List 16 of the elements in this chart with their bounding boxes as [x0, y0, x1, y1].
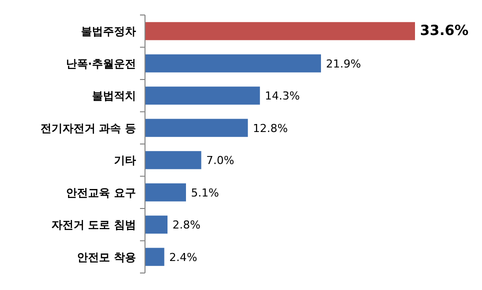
y-tick-label: 불법적치: [92, 90, 136, 103]
data-label: 2.8%: [172, 218, 200, 232]
y-tick-label: 난폭·추월운전: [66, 57, 136, 70]
data-label: 12.8%: [252, 122, 288, 135]
data-label: 7.0%: [206, 154, 234, 168]
data-label: 14.3%: [264, 90, 300, 103]
y-tick-label: 안전교육 요구: [66, 186, 136, 200]
y-tick-label: 불법주정차: [81, 25, 136, 38]
data-label: 33.6%: [420, 23, 469, 40]
data-label: 21.9%: [326, 57, 361, 70]
data-label: 5.1%: [190, 186, 219, 200]
y-tick-label: 안전모 착용: [77, 250, 136, 264]
y-tick-label: 자전거 도로 침범: [51, 218, 136, 232]
y-tick-label: 기타: [114, 154, 136, 168]
data-label: 2.4%: [169, 250, 198, 264]
y-tick-label: 전기자전거 과속 등: [40, 122, 136, 135]
